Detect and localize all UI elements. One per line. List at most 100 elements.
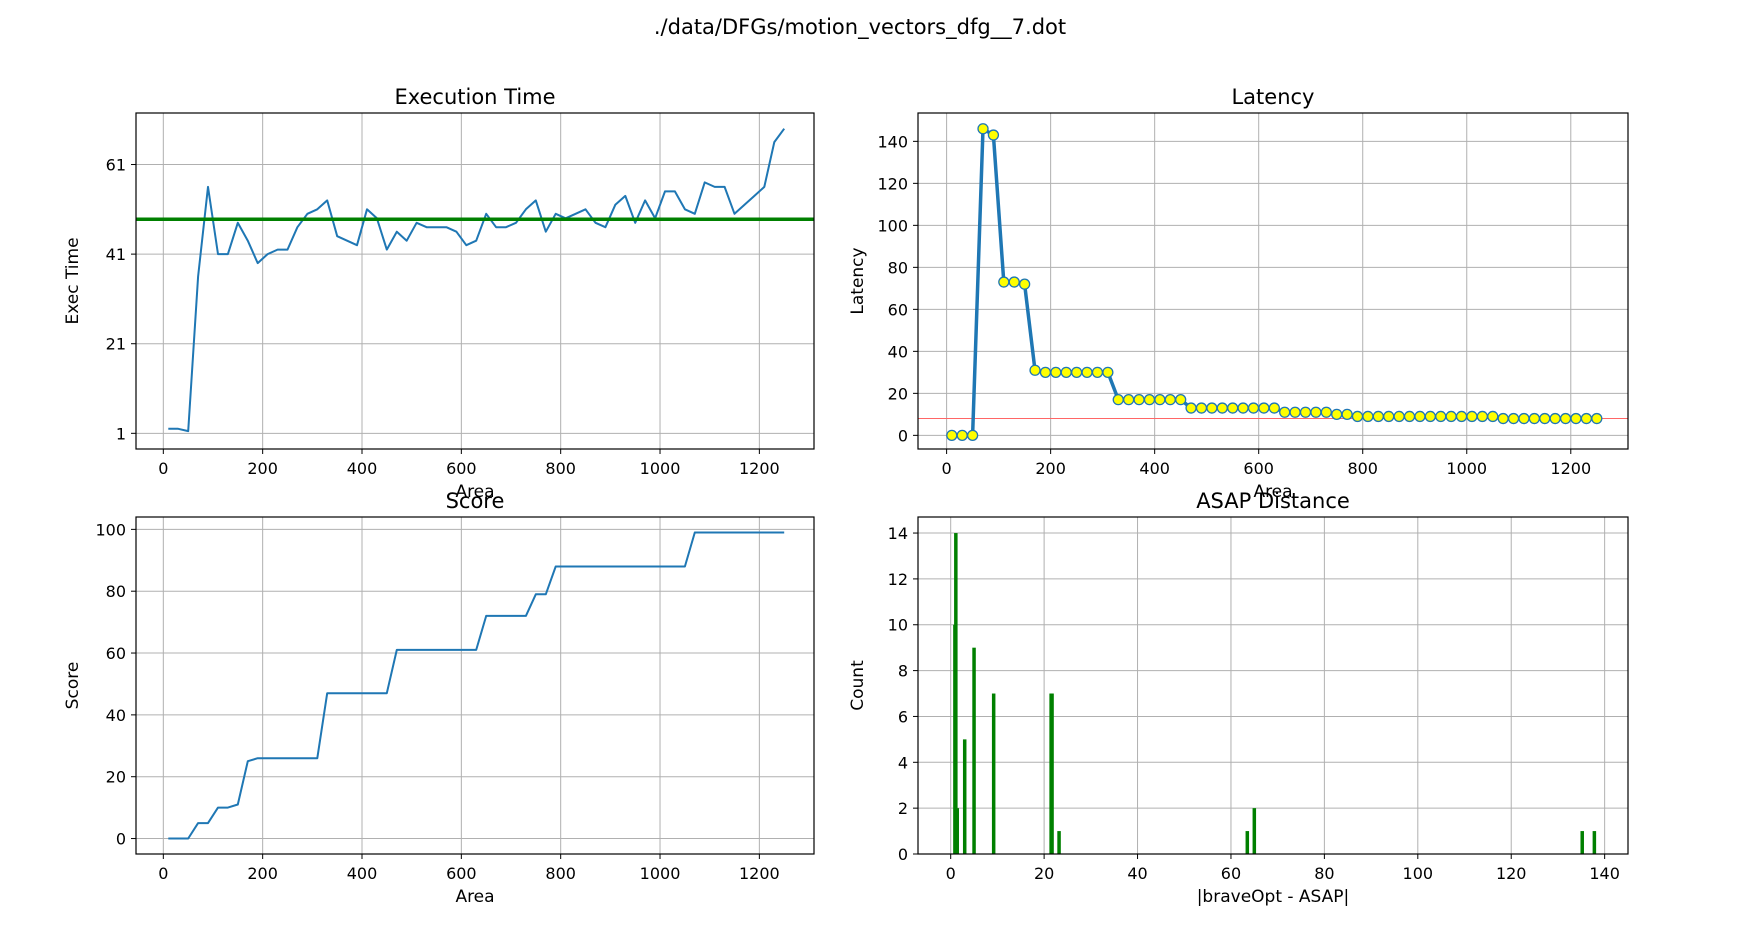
exec-axes-frame (135, 112, 815, 450)
asap-plot-area (953, 533, 1597, 854)
latency-chart: 0 200 400 600 800 1000 1200 0 20 40 60 80 100 120 140 L… (848, 85, 1629, 502)
exec-ytick-label: 61 (106, 156, 126, 175)
latency-xtick-label: 400 (1139, 459, 1170, 478)
latency-xtick-label: 200 (1035, 459, 1066, 478)
asap-bar (962, 739, 967, 854)
latency-point (1393, 410, 1405, 423)
asap-xlabel: |braveOpt - ASAP| (1197, 887, 1350, 907)
asap-xtick-label: 60 (1221, 864, 1241, 883)
latency-point (1455, 410, 1468, 423)
asap-bar (1050, 693, 1054, 854)
latency-point (1060, 366, 1072, 379)
latency-ytick-label: 140 (877, 132, 908, 151)
latency-point (1268, 402, 1280, 414)
latency-point (966, 429, 979, 442)
latency-ytick-label: 100 (877, 216, 908, 235)
asap-bar (972, 647, 976, 854)
latency-point (1372, 410, 1384, 423)
latency-axes-frame (917, 112, 1629, 450)
asap-ytick-label: 8 (898, 662, 908, 681)
latency-point (1331, 408, 1343, 421)
latency-point (1091, 366, 1104, 379)
asap-ytick-label: 2 (898, 799, 908, 818)
asap-xtick-label: 80 (1314, 864, 1334, 883)
latency-point (1247, 402, 1260, 414)
latency-point (1143, 393, 1156, 406)
exec-xtick-label: 400 (347, 459, 378, 478)
latency-point (1008, 276, 1020, 288)
latency-point (1112, 393, 1124, 406)
latency-point (1559, 412, 1572, 425)
latency-point (1414, 410, 1426, 423)
exec-xtick-label: 0 (158, 459, 168, 478)
latency-xlabel: Area (1253, 482, 1292, 502)
score-ytick-label: 100 (95, 520, 126, 539)
latency-point (998, 276, 1010, 288)
asap-ytick-label: 0 (898, 845, 908, 864)
latency-point (1050, 366, 1062, 379)
asap-ytick-label: 12 (888, 570, 908, 589)
exec-plot-area (136, 128, 814, 433)
score-xtick-label: 200 (247, 864, 278, 883)
latency-point (1383, 410, 1395, 423)
latency-point (1206, 402, 1218, 414)
latency-point (1175, 393, 1187, 406)
latency-point (1216, 402, 1228, 414)
latency-point (1258, 402, 1270, 414)
latency-point (1185, 402, 1197, 414)
score-ylabel: Score (63, 662, 83, 710)
asap-ylabel: Count (848, 660, 868, 711)
asap-bar (1252, 808, 1257, 854)
exec-xtick-label: 800 (545, 459, 576, 478)
latency-xtick-label: 0 (942, 459, 952, 478)
asap-bar (954, 533, 958, 854)
score-xtick-label: 1000 (640, 864, 681, 883)
latency-point (1070, 366, 1083, 379)
score-xtick-label: 1200 (739, 864, 780, 883)
latency-xtick-label: 600 (1243, 459, 1274, 478)
latency-point (1435, 410, 1447, 423)
asap-xtick-label: 0 (946, 864, 956, 883)
score-title: Score (446, 489, 505, 513)
latency-plot-area (918, 123, 1628, 442)
latency-point (1164, 393, 1176, 406)
latency-point (1497, 412, 1509, 425)
latency-point (1466, 410, 1478, 423)
latency-ylabel: Latency (848, 247, 868, 314)
latency-point (1570, 412, 1582, 425)
latency-point (1507, 412, 1520, 425)
latency-point (1341, 408, 1353, 421)
score-ytick-label: 20 (106, 768, 126, 787)
score-plot-area (168, 531, 785, 840)
latency-point (1476, 410, 1489, 423)
latency-point (977, 123, 989, 135)
score-series-line-0 (168, 531, 785, 840)
asap-xtick-label: 40 (1127, 864, 1147, 883)
figure-suptitle: ./data/DFGs/motion_vectors_dfg__7.dot (654, 15, 1066, 40)
latency-point (1445, 410, 1457, 423)
asap-ytick-label: 10 (888, 616, 908, 635)
exec-ytick-label: 41 (106, 245, 126, 264)
score-xtick-label: 800 (545, 864, 576, 883)
latency-ytick-label: 20 (888, 384, 908, 403)
latency-point (1102, 366, 1114, 379)
latency-point (1539, 412, 1551, 425)
asap-xtick-label: 120 (1496, 864, 1527, 883)
latency-xtick-label: 1000 (1446, 459, 1487, 478)
latency-ytick-label: 40 (888, 342, 908, 361)
latency-point (1018, 278, 1031, 290)
latency-point (1549, 412, 1561, 425)
latency-point (1299, 406, 1312, 418)
asap-bar (1580, 831, 1584, 854)
latency-point (1320, 406, 1332, 418)
asap-bar (955, 808, 959, 854)
exec-ylabel: Exec Time (63, 237, 83, 324)
exec-xlabel: Area (455, 482, 494, 502)
asap-bar (1057, 831, 1061, 854)
asap-ytick-label: 14 (888, 524, 908, 543)
score-chart: 0 200 400 600 800 1000 1200 0 20 40 60 80 100 Score Ar… (63, 489, 815, 907)
exec-title: Execution Time (394, 85, 555, 109)
latency-point (956, 429, 968, 442)
